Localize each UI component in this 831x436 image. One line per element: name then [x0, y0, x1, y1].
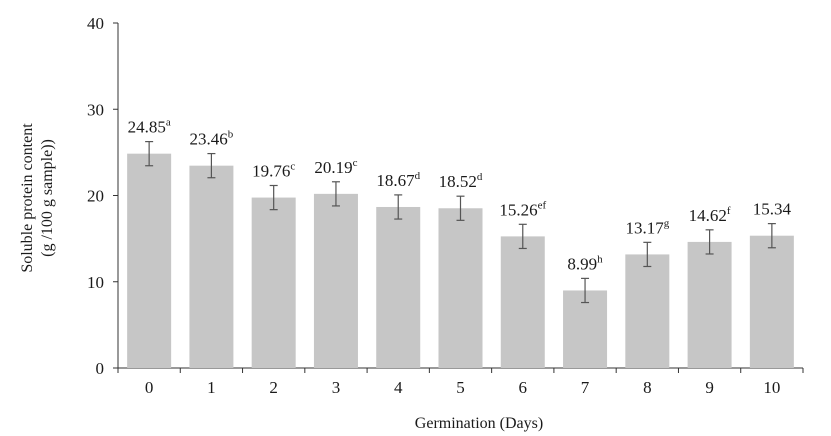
y-tick-label: 0 [96, 359, 105, 378]
significance-letter: d [477, 171, 483, 183]
data-label-value: 18.52 [439, 172, 477, 191]
bar [687, 241, 732, 368]
x-tick-label: 4 [394, 378, 403, 397]
x-tick-label: 5 [456, 378, 465, 397]
plot-area: 010203040024.85a123.46b219.76c320.19c418… [87, 14, 804, 397]
bar [749, 235, 794, 368]
data-label-value: 18.67 [376, 171, 415, 190]
bar [500, 236, 545, 368]
data-label-value: 15.34 [753, 200, 792, 219]
data-label: 23.46b [190, 129, 234, 149]
y-tick-label: 30 [87, 100, 104, 119]
significance-letter: h [597, 253, 603, 265]
y-tick-label: 20 [87, 187, 104, 206]
x-tick-label: 0 [145, 378, 154, 397]
bar [313, 193, 358, 368]
y-axis-label-line1: Soluble protein content [19, 123, 36, 273]
data-label: 8.99h [567, 253, 603, 273]
data-label: 19.76c [252, 160, 295, 180]
data-label: 18.67d [376, 170, 420, 190]
bar [127, 153, 172, 368]
x-tick-label: 3 [332, 378, 341, 397]
y-axis-label: Soluble protein content (g /100 g sample… [19, 123, 56, 273]
data-label: 15.34 [753, 200, 792, 219]
x-tick-label: 8 [643, 378, 652, 397]
y-tick-label: 40 [87, 14, 104, 33]
x-tick-label: 6 [519, 378, 528, 397]
y-axis-label-line2: (g /100 g sample)) [39, 139, 56, 257]
bar [251, 197, 296, 368]
data-label-value: 8.99 [567, 254, 597, 273]
significance-letter: c [290, 160, 295, 172]
data-label-value: 20.19 [314, 158, 352, 177]
data-label: 24.85a [128, 117, 171, 137]
bar [563, 290, 608, 368]
data-label-value: 13.17 [625, 218, 664, 237]
data-label-value: 24.85 [128, 118, 166, 137]
y-tick-label: 10 [87, 273, 104, 292]
significance-letter: ef [538, 199, 547, 211]
data-label-value: 23.46 [190, 130, 228, 149]
x-tick-label: 2 [269, 378, 278, 397]
data-label-value: 19.76 [252, 161, 290, 180]
data-label: 14.62f [689, 205, 731, 225]
significance-letter: f [727, 205, 731, 217]
x-tick-label: 7 [581, 378, 590, 397]
bar [625, 254, 670, 368]
significance-letter: b [228, 129, 234, 141]
bar [438, 208, 483, 368]
data-label: 13.17g [625, 217, 669, 237]
data-label: 20.19c [314, 157, 357, 177]
significance-letter: d [415, 170, 421, 182]
data-label-value: 15.26 [499, 200, 537, 219]
bar [189, 165, 234, 368]
significance-letter: g [664, 217, 670, 229]
x-tick-label: 1 [207, 378, 216, 397]
x-axis-label: Germination (Days) [415, 415, 543, 432]
x-tick-label: 10 [763, 378, 780, 397]
data-label-value: 14.62 [689, 206, 727, 225]
bar [376, 206, 421, 368]
x-tick-label: 9 [705, 378, 714, 397]
significance-letter: a [166, 117, 171, 129]
significance-letter: c [353, 157, 358, 169]
data-label: 18.52d [439, 171, 483, 191]
data-label: 15.26ef [499, 199, 546, 219]
